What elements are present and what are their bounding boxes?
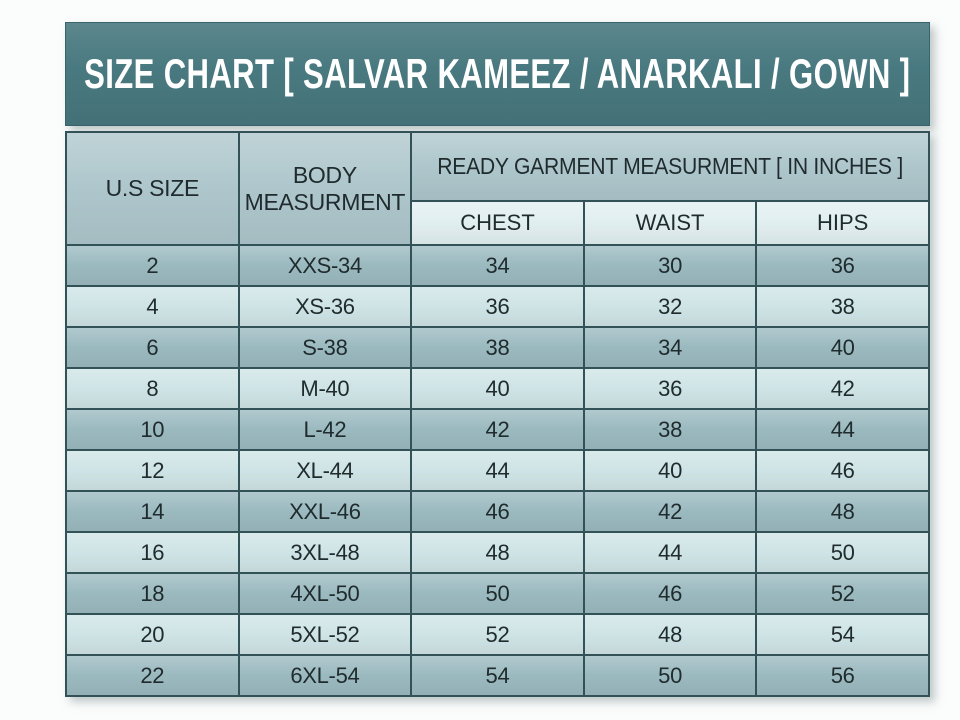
chart-title-bar: SIZE CHART [ SALVAR KAMEEZ / ANARKALI / … xyxy=(65,22,930,126)
size-table-body: 2 XXS-34 34 30 36 4 XS-36 36 32 38 6 S-38 38 34 40 8 M-4… xyxy=(65,244,930,697)
table-cell: 44 xyxy=(582,531,758,574)
table-cell: 50 xyxy=(582,654,758,697)
table-cell: 40 xyxy=(582,449,758,492)
table-cell: 56 xyxy=(755,654,930,697)
table-cell: 40 xyxy=(755,326,930,369)
table-cell: 46 xyxy=(755,449,930,492)
table-cell: 5XL-52 xyxy=(237,613,413,656)
table-cell: M-40 xyxy=(237,367,413,410)
size-chart-container: SIZE CHART [ SALVAR KAMEEZ / ANARKALI / … xyxy=(65,22,930,697)
table-row: 12 XL-44 44 40 46 xyxy=(65,449,930,492)
table-cell: 14 xyxy=(65,490,240,533)
table-cell: 20 xyxy=(65,613,240,656)
table-cell: 36 xyxy=(755,244,930,287)
table-cell: 30 xyxy=(582,244,758,287)
table-row: 8 M-40 40 36 42 xyxy=(65,367,930,410)
table-cell: 42 xyxy=(582,490,758,533)
table-cell: 52 xyxy=(410,613,585,656)
table-cell: 8 xyxy=(65,367,240,410)
size-table-header: U.S SIZE BODY MEASURMENT READY GARMENT M… xyxy=(65,131,930,246)
table-cell: 54 xyxy=(410,654,585,697)
table-cell: 48 xyxy=(755,490,930,533)
table-cell: 42 xyxy=(755,367,930,410)
table-row: 16 3XL-48 48 44 50 xyxy=(65,531,930,574)
table-cell: L-42 xyxy=(237,408,413,451)
table-cell: XL-44 xyxy=(237,449,413,492)
table-cell: 50 xyxy=(755,531,930,574)
table-cell: 38 xyxy=(755,285,930,328)
table-cell: 36 xyxy=(410,285,585,328)
table-cell: 22 xyxy=(65,654,240,697)
table-row: 18 4XL-50 50 46 52 xyxy=(65,572,930,615)
table-cell: 46 xyxy=(410,490,585,533)
table-cell: 50 xyxy=(410,572,585,615)
column-header-us-size: U.S SIZE xyxy=(65,131,240,246)
column-group-ready-garment: READY GARMENT MEASURMENT [ IN INCHES ] xyxy=(410,131,930,202)
table-cell: 18 xyxy=(65,572,240,615)
table-cell: 4XL-50 xyxy=(237,572,413,615)
table-cell: 36 xyxy=(582,367,758,410)
column-header-waist: WAIST xyxy=(582,200,758,246)
table-cell: 38 xyxy=(582,408,758,451)
table-cell: 3XL-48 xyxy=(237,531,413,574)
table-cell: 52 xyxy=(755,572,930,615)
header-row-main: U.S SIZE BODY MEASURMENT READY GARMENT M… xyxy=(65,131,930,246)
table-row: 2 XXS-34 34 30 36 xyxy=(65,244,930,287)
table-cell: 6XL-54 xyxy=(237,654,413,697)
header-row-sub: CHEST WAIST HIPS xyxy=(66,200,930,246)
table-cell: 34 xyxy=(410,244,585,287)
table-row: 22 6XL-54 54 50 56 xyxy=(65,654,930,697)
table-cell: 2 xyxy=(65,244,240,287)
table-cell: 16 xyxy=(65,531,240,574)
table-cell: 46 xyxy=(582,572,758,615)
table-cell: 6 xyxy=(65,326,240,369)
table-row: 10 L-42 42 38 44 xyxy=(65,408,930,451)
table-row: 20 5XL-52 52 48 54 xyxy=(65,613,930,656)
table-cell: 42 xyxy=(410,408,585,451)
table-cell: 44 xyxy=(410,449,585,492)
table-row: 14 XXL-46 46 42 48 xyxy=(65,490,930,533)
table-row: 6 S-38 38 34 40 xyxy=(65,326,930,369)
table-cell: XXL-46 xyxy=(237,490,413,533)
table-cell: 48 xyxy=(410,531,585,574)
table-cell: 38 xyxy=(410,326,585,369)
table-cell: 34 xyxy=(582,326,758,369)
table-cell: 54 xyxy=(755,613,930,656)
table-cell: 10 xyxy=(65,408,240,451)
table-row: 4 XS-36 36 32 38 xyxy=(65,285,930,328)
column-header-hips: HIPS xyxy=(755,200,930,246)
column-header-body-measurement: BODY MEASURMENT xyxy=(237,131,413,246)
column-header-chest: CHEST xyxy=(410,200,585,246)
table-cell: 4 xyxy=(65,285,240,328)
table-cell: 32 xyxy=(582,285,758,328)
table-cell: 12 xyxy=(65,449,240,492)
table-cell: 44 xyxy=(755,408,930,451)
chart-title: SIZE CHART [ SALVAR KAMEEZ / ANARKALI / … xyxy=(84,50,911,97)
column-group-ready-garment-label: READY GARMENT MEASURMENT [ IN INCHES ] xyxy=(437,153,903,179)
table-cell: XS-36 xyxy=(237,285,413,328)
table-cell: 40 xyxy=(410,367,585,410)
table-cell: XXS-34 xyxy=(237,244,413,287)
table-cell: S-38 xyxy=(237,326,413,369)
size-table: U.S SIZE BODY MEASURMENT READY GARMENT M… xyxy=(65,131,930,697)
table-cell: 48 xyxy=(582,613,758,656)
